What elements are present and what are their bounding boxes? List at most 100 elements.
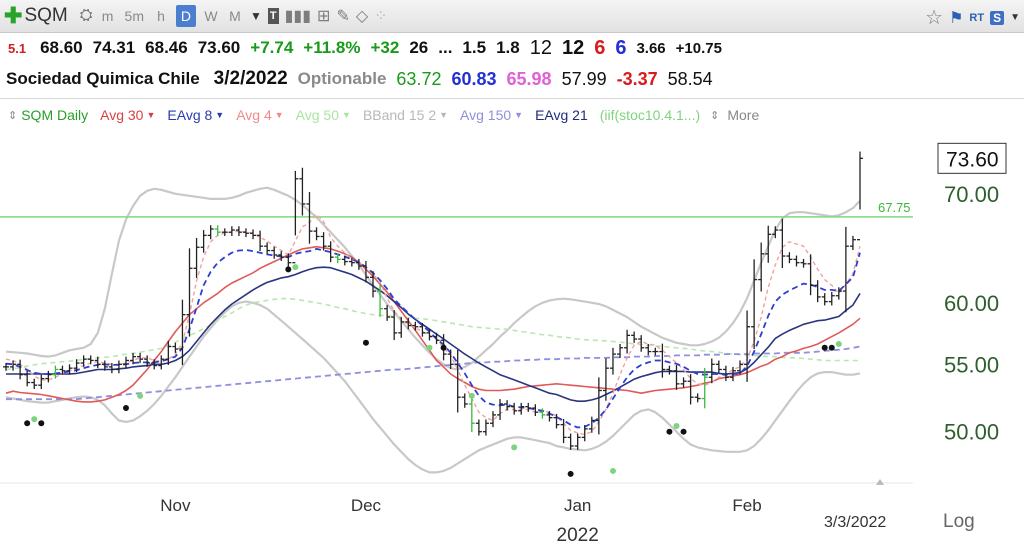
- binoculars-icon[interactable]: ⛭: [80, 5, 93, 27]
- signal-dot-green: [137, 393, 143, 399]
- reference-line-label: 67.75: [878, 200, 911, 215]
- stat-2: 60.83: [451, 69, 496, 90]
- quote-open: 68.60: [40, 38, 83, 58]
- grid-add-icon[interactable]: ⊞: [317, 5, 330, 27]
- quote-row-company: Sociedad Quimica Chile 3/2/2022 Optionab…: [0, 64, 1024, 94]
- y-tick-label: 60.00: [944, 291, 999, 316]
- y-tick-label: 50.00: [944, 420, 999, 445]
- quote-value-3: 1.5: [462, 38, 486, 58]
- s-badge[interactable]: S: [990, 11, 1004, 25]
- indicator-dropdown-icon[interactable]: ▼: [146, 110, 155, 120]
- quote-close: 73.60: [198, 38, 241, 58]
- pencil-icon[interactable]: ✎: [336, 5, 349, 27]
- signal-dot-green: [292, 264, 298, 270]
- stat-1: 63.72: [396, 69, 441, 90]
- timeframe-5-minute[interactable]: 5m: [123, 5, 146, 27]
- quote-low: 68.46: [145, 38, 188, 58]
- bband-lower-line: [6, 302, 860, 473]
- indicator-label: Avg 150: [460, 107, 511, 123]
- eraser-icon[interactable]: ◇: [356, 5, 368, 27]
- flag-icon[interactable]: ⚑: [949, 8, 963, 28]
- year-label: 2022: [557, 525, 599, 546]
- indicator-label: EAvg 21: [535, 107, 588, 123]
- indicator-label: Avg 30: [100, 107, 143, 123]
- indicator-bar: ⇕ SQM Daily Avg 30 ▼ EAvg 8 ▼ Avg 4 ▼ Avg 50 ▼ BB…: [0, 98, 1024, 131]
- indicator-3[interactable]: Avg 4 ▼: [236, 107, 283, 123]
- add-symbol-plus-icon[interactable]: ✚: [4, 5, 22, 27]
- quote-level: 5.1: [8, 41, 26, 56]
- quote-change: +7.74: [250, 38, 293, 58]
- log-scale-toggle[interactable]: Log: [943, 511, 975, 532]
- y-tick-label: 70.00: [944, 182, 999, 207]
- signal-dot-green: [673, 423, 679, 429]
- last-price-label: 73.60: [946, 148, 999, 171]
- signal-dot-black: [822, 345, 828, 351]
- signal-dot-green: [610, 468, 616, 474]
- more-button[interactable]: More: [727, 107, 759, 123]
- reorder-icon[interactable]: ⇕: [8, 109, 17, 122]
- quote-row-prices: 5.1 68.60 74.31 68.46 73.60 +7.74 +11.8%…: [0, 33, 1024, 63]
- scroll-up-icon: [876, 479, 884, 485]
- signal-dot-green: [511, 444, 517, 450]
- x-tick-label: Dec: [351, 496, 382, 515]
- quote-value-2: 26: [409, 38, 428, 58]
- quote-value-7: 6: [594, 37, 605, 60]
- overflow-dropdown-icon[interactable]: ▼: [1010, 12, 1020, 23]
- quote-value-5: 12: [530, 37, 552, 60]
- avg50-line: [6, 299, 860, 370]
- dropdown-triangle-icon[interactable]: ▼: [250, 5, 262, 27]
- stat-5: -3.37: [617, 69, 658, 90]
- quote-value-1: +32: [370, 38, 399, 58]
- indicator-8[interactable]: (iif(stoc10.4.1...): [600, 107, 700, 123]
- x-tick-label: Nov: [160, 496, 191, 515]
- indicator-dropdown-icon[interactable]: ▼: [215, 110, 224, 120]
- timeframe-month[interactable]: M: [226, 5, 244, 27]
- indicator-dropdown-icon[interactable]: ▼: [275, 110, 284, 120]
- quote-date: 3/2/2022: [214, 68, 288, 90]
- star-icon[interactable]: ☆: [925, 5, 943, 30]
- indicator-dropdown-icon[interactable]: ▼: [439, 110, 448, 120]
- optionable-label: Optionable: [298, 69, 387, 89]
- stat-3: 65.98: [507, 69, 552, 90]
- signal-dot-black: [681, 429, 687, 435]
- signal-dot-black: [38, 420, 44, 426]
- indicator-label: BBand 15 2: [363, 107, 436, 123]
- indicator-5[interactable]: BBand 15 2 ▼: [363, 107, 448, 123]
- bar-chart-icon[interactable]: ▮▮▮: [285, 5, 311, 27]
- indicator-6[interactable]: Avg 150 ▼: [460, 107, 523, 123]
- toolbar: ✚ SQM ⛭ m 5m h D W M ▼ T ▮▮▮ ⊞ ✎ ◇ ⁘ ☆ ⚑…: [0, 0, 1024, 33]
- timeframe-day[interactable]: D: [176, 5, 196, 27]
- indicator-0[interactable]: SQM Daily: [21, 107, 88, 123]
- timeframe-week[interactable]: W: [202, 5, 220, 27]
- timeframe-minute[interactable]: m: [99, 5, 117, 27]
- reorder-icon-2[interactable]: ⇕: [710, 109, 719, 122]
- signal-dot-green: [469, 393, 475, 399]
- indicator-7[interactable]: EAvg 21: [535, 107, 588, 123]
- text-tool-icon[interactable]: T: [268, 8, 279, 24]
- signal-dot-black: [441, 345, 447, 351]
- quote-value-6: 12: [562, 37, 584, 60]
- quote-value-8: 6: [615, 37, 626, 60]
- indicator-2[interactable]: EAvg 8 ▼: [167, 107, 224, 123]
- quote-ellipsis: ...: [438, 38, 452, 58]
- indicator-1[interactable]: Avg 30 ▼: [100, 107, 155, 123]
- indicator-dropdown-icon[interactable]: ▼: [342, 110, 351, 120]
- indicator-dropdown-icon[interactable]: ▼: [514, 110, 523, 120]
- price-chart[interactable]: 67.75 73.60 70.00 60.00 55.00 50.00 Nov Dec Jan F…: [0, 131, 1024, 551]
- signal-dot-black: [24, 420, 30, 426]
- timeframe-hour[interactable]: h: [152, 5, 170, 27]
- quote-value-4: 1.8: [496, 38, 520, 58]
- signal-dot-black: [829, 345, 835, 351]
- indicator-4[interactable]: Avg 50 ▼: [296, 107, 351, 123]
- indicator-list: SQM Daily Avg 30 ▼ EAvg 8 ▼ Avg 4 ▼ Avg 50 ▼ BBan…: [17, 107, 700, 123]
- symbol-label[interactable]: SQM: [24, 5, 67, 27]
- indicator-label: SQM Daily: [21, 107, 88, 123]
- dots-menu-icon[interactable]: ⁘: [374, 5, 387, 27]
- stat-4: 57.99: [562, 69, 607, 90]
- signal-dot-black: [123, 405, 129, 411]
- y-tick-label: 55.00: [944, 352, 999, 377]
- stat-6: 58.54: [668, 69, 713, 90]
- indicator-label: Avg 50: [296, 107, 339, 123]
- signal-dot-black: [363, 340, 369, 346]
- indicator-label: (iif(stoc10.4.1...): [600, 107, 700, 123]
